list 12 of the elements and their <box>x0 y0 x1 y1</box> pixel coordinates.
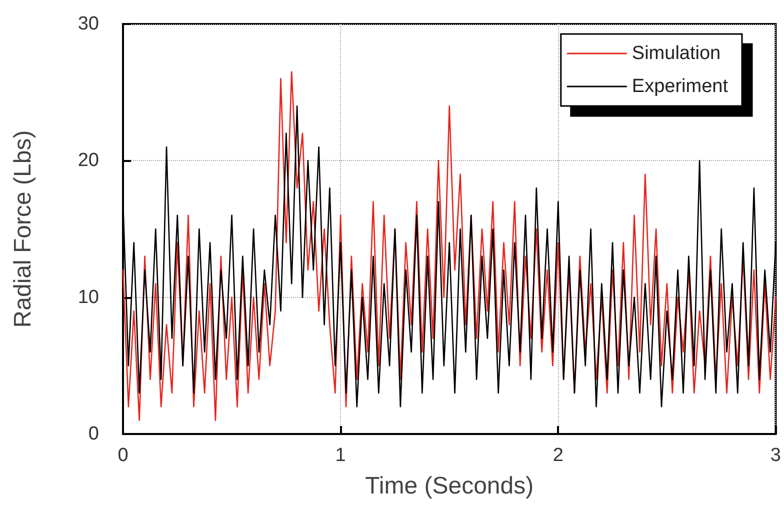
y-tick-label: 10 <box>78 286 99 308</box>
x-tick-label: 2 <box>552 445 564 466</box>
x-axis-title: Time (Seconds) <box>365 472 534 500</box>
y-tick-label: 20 <box>78 150 99 172</box>
legend-label: Experiment <box>632 76 729 97</box>
x-tick-label: 3 <box>770 445 782 466</box>
x-tick-label: 0 <box>118 445 128 466</box>
y-tick-label: 0 <box>88 424 99 444</box>
x-tick-label: 1 <box>335 445 346 466</box>
y-axis-title: Radial Force (Lbs) <box>10 130 36 328</box>
legend-label: Simulation <box>632 43 721 64</box>
y-tick-label: 30 <box>78 14 99 34</box>
